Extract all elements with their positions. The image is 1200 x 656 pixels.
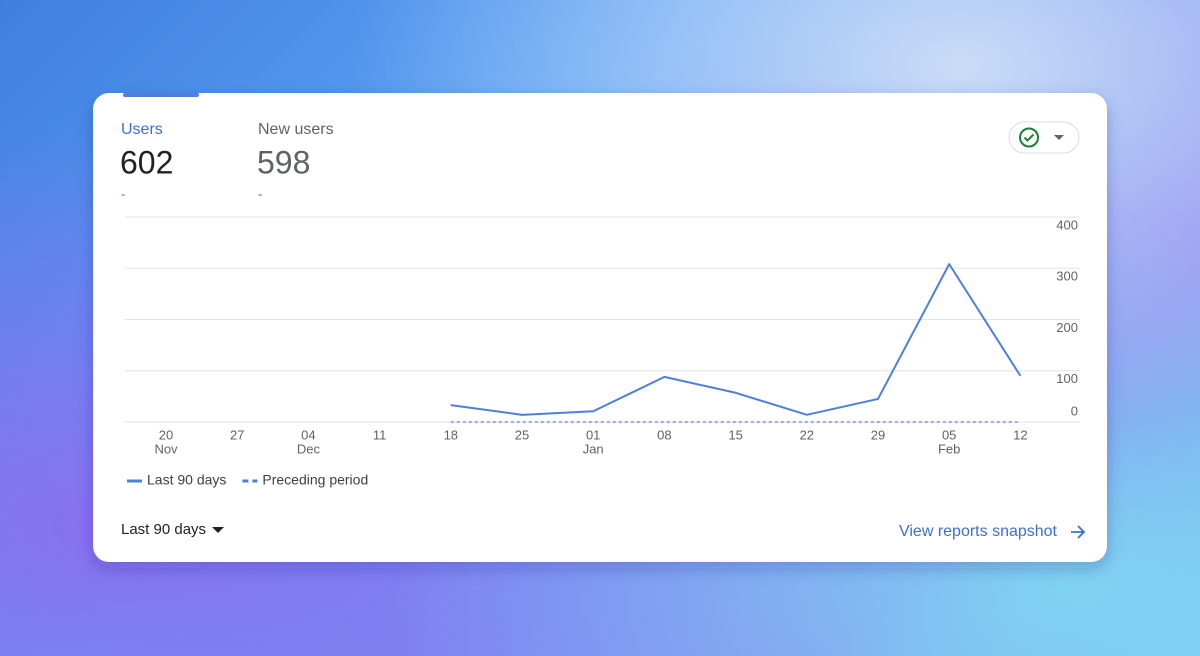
link-text: View reports snapshot xyxy=(899,523,1058,540)
x-tick-label: 20 xyxy=(159,427,173,442)
tab-change: - xyxy=(258,186,262,201)
series-line xyxy=(450,263,1022,416)
x-tick-label: 27 xyxy=(230,427,244,442)
x-tick-label: 11 xyxy=(373,427,387,442)
date-range-label: Last 90 days xyxy=(121,521,206,538)
x-tick-label: 25 xyxy=(515,427,529,442)
y-tick-label: 200 xyxy=(1056,320,1078,335)
tab-new-users[interactable]: New users 598 - xyxy=(257,121,334,201)
y-tick-label: 0 xyxy=(1071,403,1078,418)
x-month-label: Dec xyxy=(297,441,321,456)
x-tick-label: 05 xyxy=(942,427,956,442)
date-range-dropdown[interactable]: Last 90 days xyxy=(121,521,224,538)
x-month-label: Feb xyxy=(938,441,960,456)
arrow-icon xyxy=(1071,525,1086,539)
tab-users[interactable]: Users 602 - xyxy=(120,121,173,201)
x-tick-label: 15 xyxy=(728,427,742,442)
tab-label: Users xyxy=(121,121,163,138)
tab-change: - xyxy=(121,186,125,201)
y-tick-label: 100 xyxy=(1056,371,1078,386)
tab-value: 598 xyxy=(257,144,310,180)
x-tick-label: 08 xyxy=(657,427,671,442)
tab-value: 602 xyxy=(120,144,173,180)
tab-label: New users xyxy=(258,121,334,138)
status-dropdown[interactable] xyxy=(1008,121,1080,154)
x-tick-label: 18 xyxy=(444,427,458,442)
x-tick-label: 29 xyxy=(871,427,885,442)
check-mark xyxy=(1023,133,1035,142)
x-tick-label: 22 xyxy=(800,427,814,442)
caret xyxy=(1054,135,1064,140)
x-tick-label: 01 xyxy=(586,427,600,442)
x-tick-label: 12 xyxy=(1013,427,1027,442)
y-tick-label: 300 xyxy=(1056,269,1078,284)
view-reports-link[interactable]: View reports snapshot xyxy=(899,523,1086,540)
y-tick-label: 400 xyxy=(1056,217,1078,232)
x-month-label: Jan xyxy=(583,441,604,456)
active-tab-indicator xyxy=(123,93,199,97)
x-month-label: Nov xyxy=(154,441,178,456)
x-tick-label: 04 xyxy=(301,427,315,442)
legend-label: Last 90 days xyxy=(147,472,226,488)
caret xyxy=(212,527,224,533)
check-icon xyxy=(1019,127,1039,148)
card xyxy=(93,93,1107,562)
legend-label: Preceding period xyxy=(262,472,368,488)
